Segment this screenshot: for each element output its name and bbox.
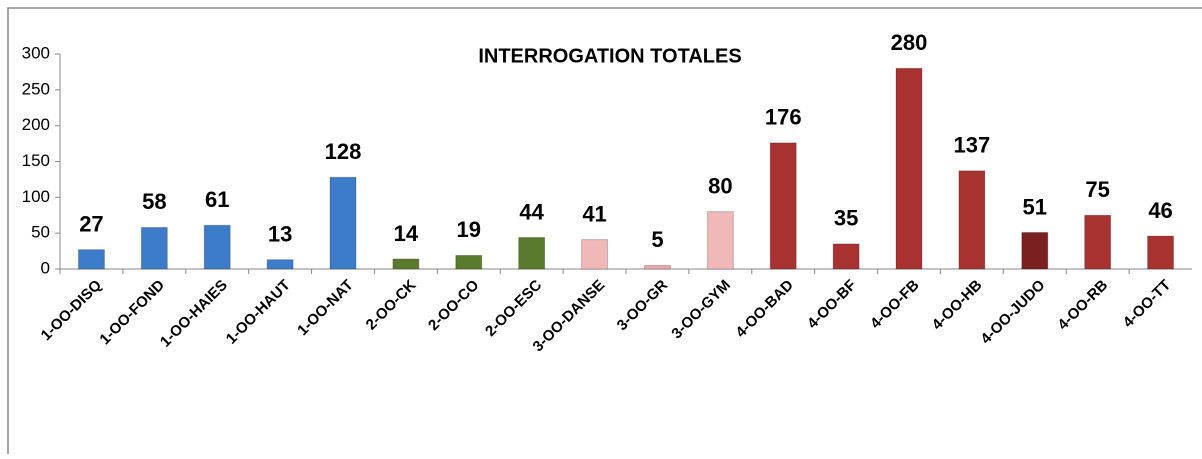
bar xyxy=(140,226,168,270)
y-tick-label: 300 xyxy=(22,43,50,62)
data-label: 75 xyxy=(1085,177,1109,202)
data-label: 27 xyxy=(79,211,103,236)
y-tick-label: 0 xyxy=(41,258,50,277)
bar xyxy=(1021,231,1049,270)
bar xyxy=(643,264,671,270)
bar xyxy=(832,243,860,270)
bar xyxy=(518,236,546,270)
bar xyxy=(77,249,105,270)
data-label: 137 xyxy=(954,133,991,158)
bar xyxy=(1147,235,1175,270)
bar xyxy=(769,142,797,270)
y-tick-label: 250 xyxy=(22,79,50,98)
data-label: 80 xyxy=(708,173,732,198)
bar xyxy=(392,258,420,270)
data-label: 13 xyxy=(268,221,292,246)
data-label: 176 xyxy=(765,105,802,130)
data-label: 44 xyxy=(519,199,544,224)
data-label: 46 xyxy=(1148,198,1172,223)
bar xyxy=(706,211,734,270)
data-label: 5 xyxy=(651,227,663,252)
data-label: 128 xyxy=(325,139,362,164)
data-label: 35 xyxy=(834,206,858,231)
bar xyxy=(895,67,923,270)
bar xyxy=(1084,214,1112,270)
y-tick-label: 200 xyxy=(22,115,50,134)
y-tick-label: 150 xyxy=(22,151,50,170)
chart-frame xyxy=(7,7,1202,459)
y-tick-label: 100 xyxy=(22,187,50,206)
bar xyxy=(581,239,609,270)
data-label: 19 xyxy=(457,217,481,242)
bar xyxy=(266,259,294,270)
bar xyxy=(455,254,483,270)
bar xyxy=(958,170,986,270)
y-tick-label: 50 xyxy=(31,223,50,242)
chart-title: INTERROGATION TOTALES xyxy=(478,45,741,67)
bar xyxy=(329,176,357,270)
bar xyxy=(203,224,231,270)
data-label: 280 xyxy=(891,30,928,55)
data-label: 51 xyxy=(1023,194,1047,219)
data-label: 41 xyxy=(582,201,606,226)
data-label: 14 xyxy=(394,221,419,246)
data-label: 61 xyxy=(205,187,229,212)
data-label: 58 xyxy=(142,189,166,214)
